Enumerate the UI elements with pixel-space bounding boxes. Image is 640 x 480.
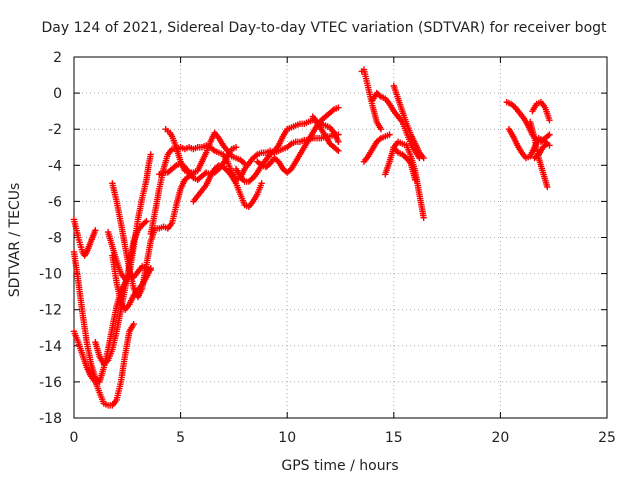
series-arc-18 (390, 82, 427, 162)
y-tick-label: -6 (48, 194, 62, 210)
data-point (141, 219, 149, 226)
series-arc-14 (309, 113, 342, 155)
series-arc-2 (70, 216, 99, 259)
x-axis: 0 5 10 15 20 25 (70, 57, 616, 446)
data-point (147, 264, 154, 272)
data-point (241, 160, 248, 167)
y-tick-label: -10 (39, 267, 62, 283)
chart-title: Day 124 of 2021, Sidereal Day-to-day VTE… (41, 20, 607, 36)
data-point (376, 136, 383, 143)
series-arc-3 (70, 320, 137, 409)
data-point (92, 227, 99, 234)
data-point (420, 214, 427, 221)
data-point (269, 148, 277, 156)
data-point (335, 138, 342, 146)
series-arc-11 (190, 162, 265, 211)
y-tick-label: -14 (39, 339, 62, 355)
y-tick-label: -18 (39, 411, 62, 427)
data-point (544, 132, 552, 140)
data-point (335, 104, 342, 111)
data-point (232, 144, 240, 151)
series-arc-24 (529, 98, 553, 124)
data-point (130, 320, 137, 328)
data-point (333, 146, 341, 153)
y-axis-label: SDTVAR / TECUs (7, 183, 23, 298)
y-tick-label: 0 (53, 86, 62, 102)
x-axis-label: GPS time / hours (281, 458, 398, 474)
x-tick-label: 10 (278, 430, 296, 446)
series-arc-13 (254, 104, 342, 176)
x-tick-label: 5 (176, 430, 185, 446)
y-tick-label: -8 (48, 231, 62, 247)
data-point (147, 151, 154, 158)
data-point (386, 131, 393, 138)
data-point (171, 163, 179, 170)
y-tick-label: -12 (39, 303, 62, 319)
data-point (258, 180, 265, 187)
data-point (252, 152, 260, 159)
data-point (546, 116, 553, 124)
data-point (286, 141, 294, 149)
data-point (143, 218, 150, 225)
series-arc-19 (390, 144, 419, 183)
x-tick-label: 25 (598, 430, 616, 446)
data-point (411, 176, 419, 183)
series-arc-15 (358, 66, 385, 133)
data-point (248, 175, 255, 183)
y-tick-label: -4 (48, 158, 62, 174)
data-point (420, 154, 427, 162)
data-point (546, 142, 553, 149)
x-tick-label: 20 (491, 430, 509, 446)
series-arc-7 (109, 252, 154, 313)
data-point (329, 107, 336, 114)
y-tick-label: -2 (48, 122, 62, 138)
data-point (376, 92, 383, 99)
data-point (335, 147, 342, 155)
data-point (544, 183, 551, 191)
y-tick-label: 2 (53, 50, 62, 66)
y-tick-label: -16 (39, 375, 62, 391)
y-axis: 2 0 -2 -4 -6 -8 -10 -12 -14 -16 -18 (39, 50, 607, 427)
data-point (103, 358, 110, 365)
x-tick-label: 0 (70, 430, 79, 446)
data-point (256, 160, 264, 168)
data-point (510, 103, 518, 110)
data-point (401, 153, 409, 161)
data-point (222, 166, 230, 173)
data-point (546, 131, 553, 138)
series-arc-25 (531, 140, 553, 162)
x-tick-label: 15 (385, 430, 403, 446)
data-point (239, 159, 247, 166)
data-point (184, 174, 191, 181)
series-arc-20 (360, 131, 393, 165)
data-point (210, 146, 217, 153)
data-point (265, 161, 272, 168)
series-arc-23 (527, 118, 551, 191)
data-points (70, 66, 553, 409)
series-arc-6 (109, 171, 197, 301)
series-arc-10 (162, 126, 248, 176)
data-point (377, 126, 385, 133)
